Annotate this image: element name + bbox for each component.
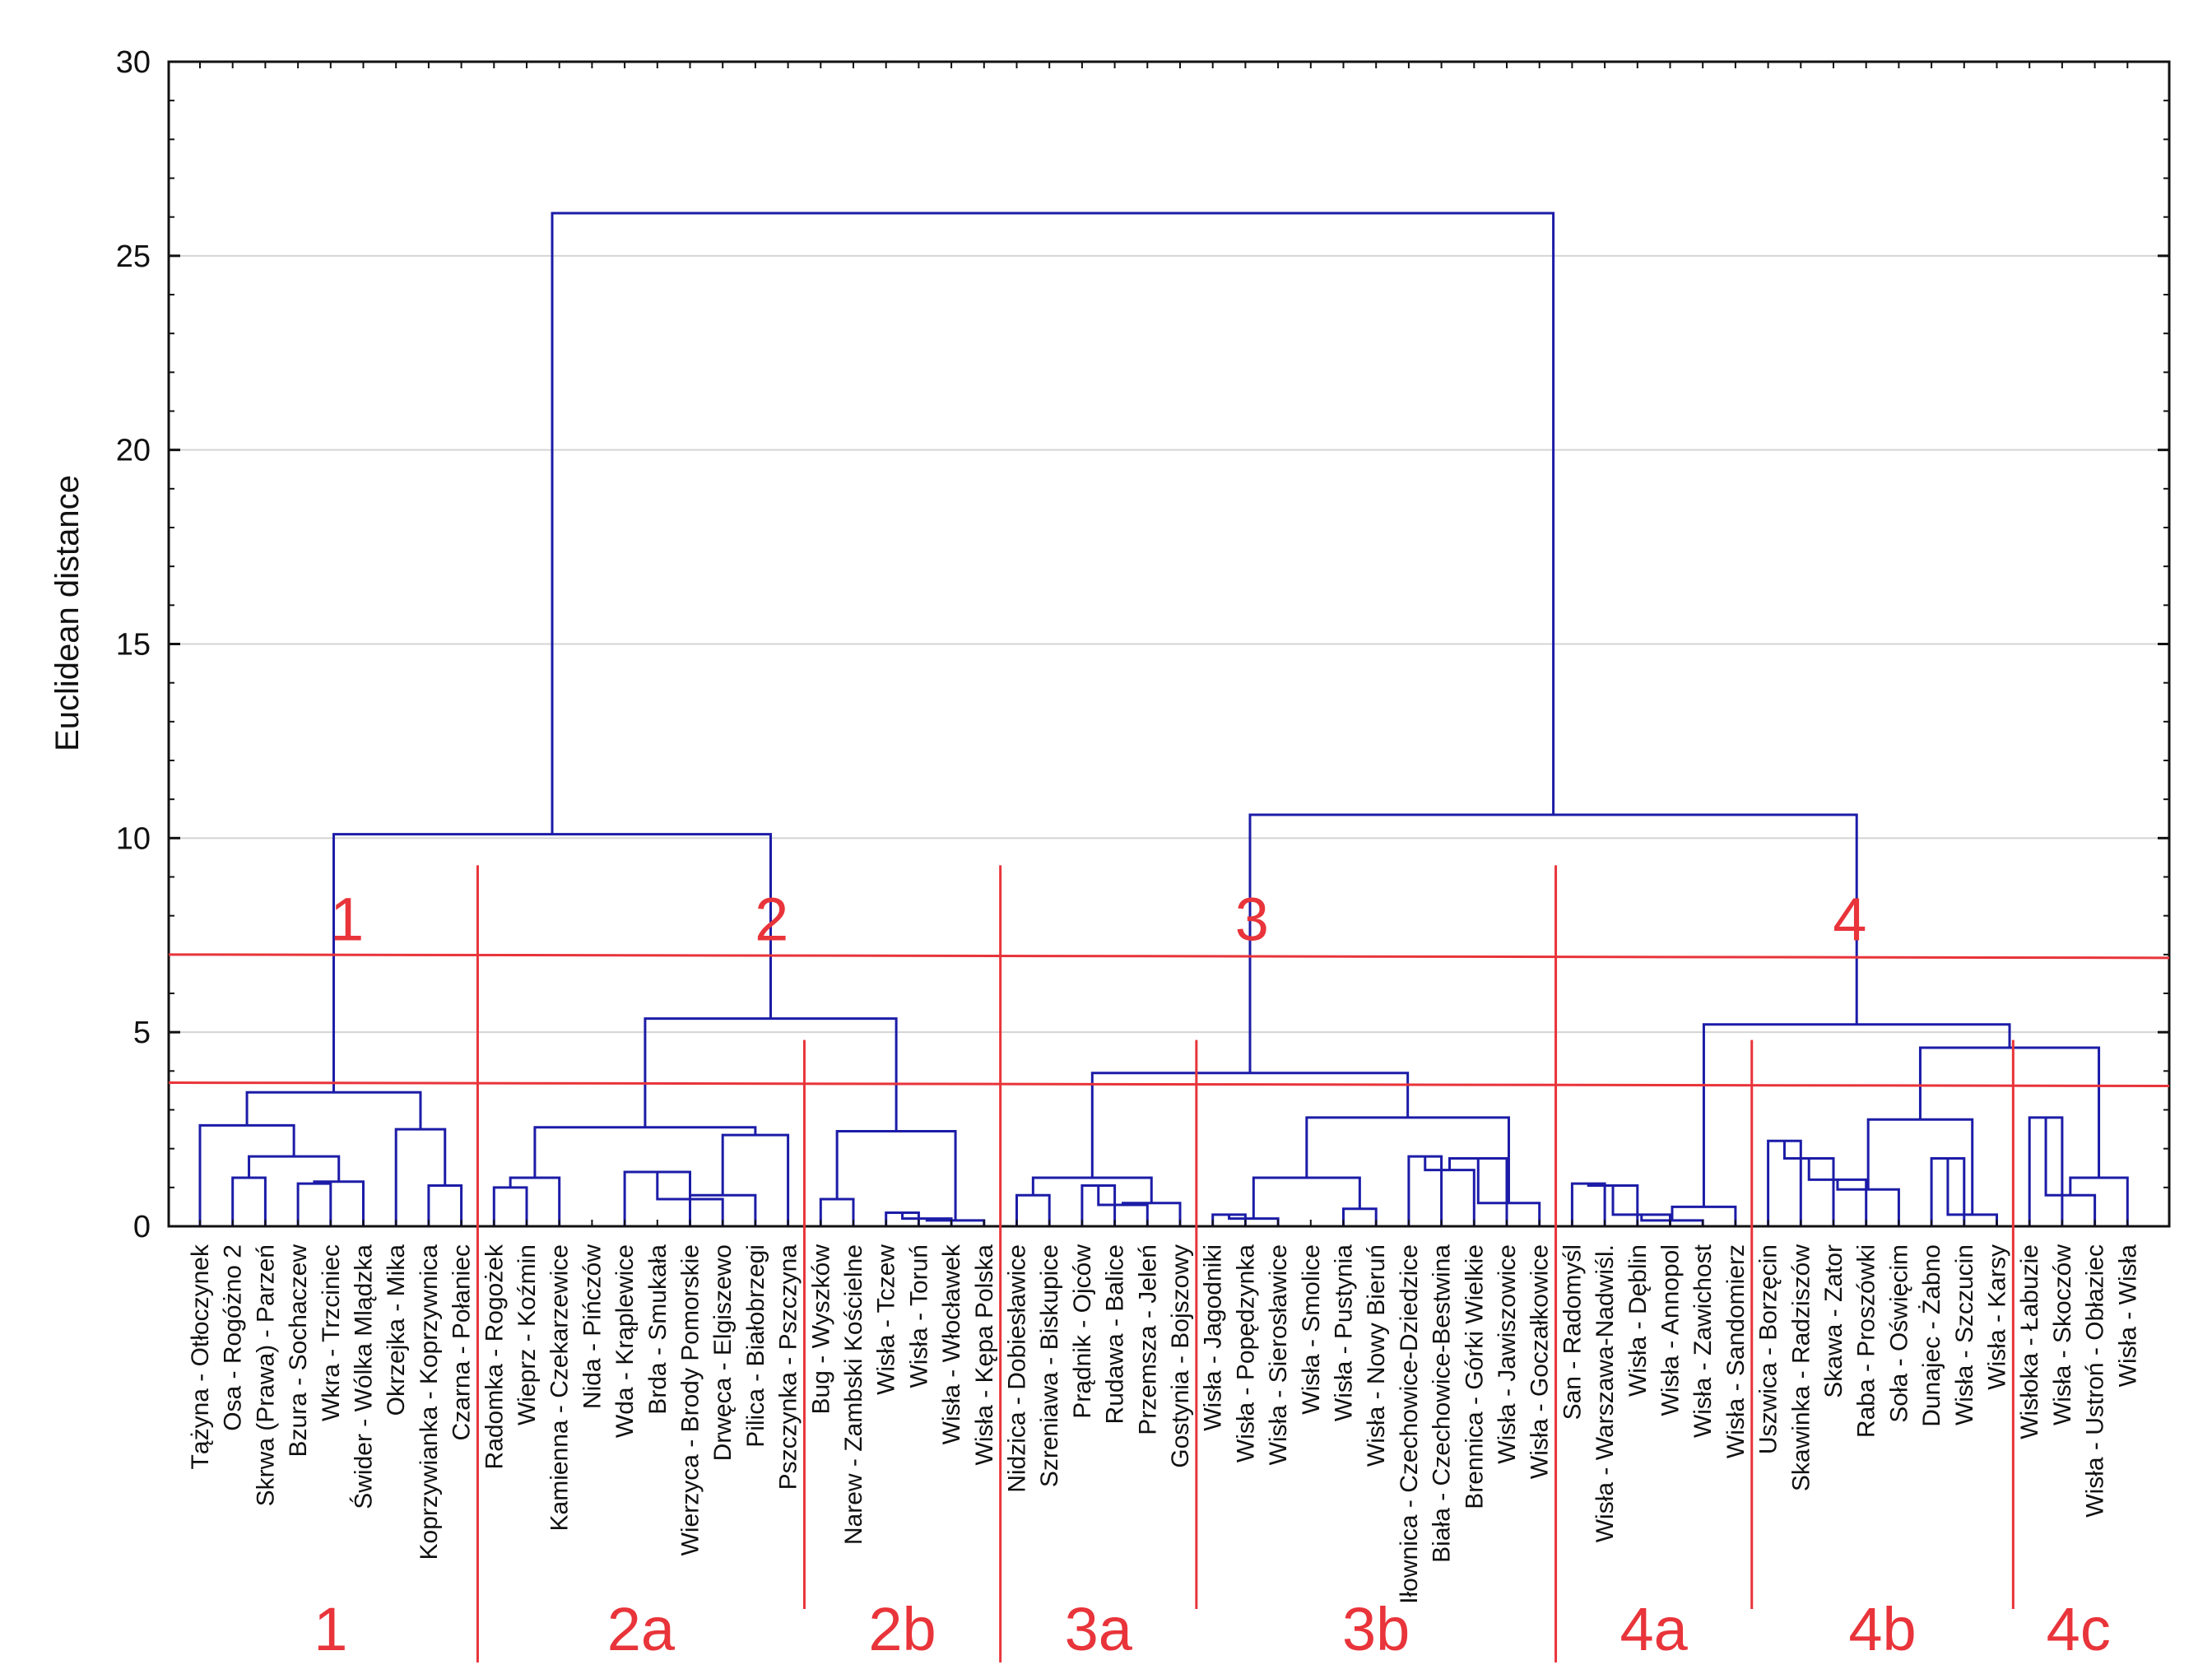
subgroup-label: 4b — [1848, 1595, 1916, 1663]
cluster-overlays: 1 2 3 4 1 2a 2b 3a 3b 4a 4b 4c — [168, 865, 2170, 1663]
leaf-label: Osa - Rogóżno 2 — [220, 1244, 247, 1431]
leaf-label: Przemsza - Jeleń — [1134, 1244, 1161, 1435]
leaf-label: Wisła - Sierosławice — [1265, 1244, 1292, 1465]
leaf-label: Wisła - Wisła — [2114, 1244, 2141, 1388]
leaf-label: Radomka - Rogożek — [481, 1244, 508, 1469]
grid-lines — [169, 254, 2169, 1034]
y-tick-label: 25 — [116, 239, 151, 274]
leaf-label: Nida - Pińczów — [579, 1244, 606, 1409]
y-axis-title: Euclidean distance — [49, 475, 86, 751]
cluster-label: 4 — [1833, 886, 1866, 954]
leaf-label: Bzura - Sochaczew — [285, 1244, 312, 1458]
leaf-label: Wisła - Włocławek — [938, 1244, 965, 1444]
leaf-label: Bug - Wyszków — [807, 1244, 834, 1415]
dendrogram-link — [551, 212, 1555, 835]
dendrogram-link — [656, 1171, 724, 1226]
leaf-label: Szreniawa - Biskupice — [1036, 1244, 1063, 1487]
dendrogram-tree — [198, 212, 2129, 1226]
leaf-label: Wda - Krąplewice — [611, 1244, 639, 1438]
leaf-label: Wisła - Goczałkowice — [1527, 1244, 1554, 1479]
leaf-label: Wisła - Dęblin — [1624, 1244, 1652, 1397]
leaf-label: San - Radomyśl — [1559, 1244, 1586, 1420]
y-axis-ticks: 0 5 10 15 20 25 30 — [116, 45, 2169, 1244]
subgroup-label: 2b — [868, 1595, 936, 1663]
leaf-label: Brennica - Górki Wielkie — [1461, 1244, 1488, 1509]
leaf-label: Dunajec - Żabno — [1918, 1244, 1945, 1427]
leaf-label: Koprzywianka - Koprzywnica — [416, 1244, 443, 1560]
y-tick-label: 30 — [116, 45, 151, 80]
y-tick-label: 20 — [116, 434, 151, 468]
leaf-label: Wisła - Ustroń - Obłaziec — [2082, 1244, 2109, 1518]
leaf-label: Skrwa (Prawa) - Parzeń — [252, 1244, 279, 1506]
leaf-label: Soła - Oświęcim — [1885, 1244, 1912, 1423]
leaf-label: Wkra - Trzciniec — [318, 1244, 345, 1421]
leaf-label: Wisła - Zawichost — [1689, 1244, 1717, 1438]
leaf-label: Wisła - Kępa Polska — [971, 1244, 998, 1466]
leaf-label: Brda - Smukała — [644, 1244, 672, 1415]
leaf-label: Świder - Wólka Mlądzka — [350, 1244, 378, 1509]
leaf-label: Skawa - Zator — [1820, 1244, 1847, 1398]
leaf-labels: Tążyna - Otłoczynek Osa - Rogóżno 2 Skrwa … — [187, 1244, 2141, 1604]
leaf-label: Okrzejka - Mika — [383, 1244, 410, 1416]
subgroup-label: 4a — [1620, 1595, 1688, 1663]
leaf-label: Wisła - Szczucin — [1951, 1244, 1978, 1425]
leaf-label: Pilica - Białobrzegi — [742, 1244, 769, 1448]
subgroup-label: 4c — [2047, 1595, 2111, 1663]
leaf-label: Wisła - Tczew — [873, 1244, 900, 1395]
leaf-label: Tążyna - Otłoczynek — [187, 1244, 214, 1469]
y-tick-label: 0 — [133, 1210, 151, 1244]
leaf-label: Skawinka - Radziszów — [1787, 1244, 1815, 1491]
leaf-label: Wisła - Nowy Bieruń — [1363, 1244, 1390, 1467]
leaf-label: Wisła - Annopol — [1657, 1244, 1685, 1416]
leaf-label: Nidzica - Dobiesławice — [1004, 1244, 1031, 1493]
leaf-label: Raba - Proszówki — [1853, 1244, 1880, 1438]
leaf-label: Iłownica - Czechowice-Dziedzice — [1396, 1244, 1423, 1604]
leaf-label: Rudawa - Balice — [1102, 1244, 1129, 1424]
leaf-label: Gostynia - Bojszowy — [1167, 1244, 1194, 1468]
leaf-label: Wisła - Karsy — [1984, 1244, 2011, 1390]
leaf-label: Wisła - Smolice — [1298, 1244, 1325, 1415]
subgroup-label: 2a — [607, 1595, 676, 1663]
leaf-label: Drwęca - Elgiszewo — [709, 1244, 737, 1461]
leaf-label: Prądnik - Ojców — [1069, 1244, 1096, 1419]
subgroup-label: 3a — [1065, 1595, 1133, 1663]
leaf-label: Biała - Czechowice-Bestwina — [1429, 1244, 1456, 1563]
cluster-label: 3 — [1235, 886, 1269, 954]
leaf-label: Wisła - Jagodniki — [1200, 1244, 1227, 1431]
leaf-label: Narew - Zambski Kościelne — [840, 1244, 867, 1545]
cluster-label: 2 — [755, 886, 788, 954]
leaf-label: Wisłoka - Łabuzie — [2016, 1244, 2043, 1439]
y-tick-label: 5 — [133, 1016, 151, 1050]
leaf-label: Wisła - Warszawa-Nadwiśl. — [1592, 1244, 1619, 1542]
leaf-label: Wisła - Skoczów — [2049, 1244, 2076, 1425]
subgroup-label: 1 — [314, 1595, 347, 1663]
y-tick-label: 15 — [116, 628, 151, 663]
leaf-label: Wierzyca - Brody Pomorskie — [677, 1244, 704, 1555]
leaf-label: Wisła - Sandomierz — [1722, 1244, 1750, 1458]
threshold-line — [168, 953, 2170, 960]
leaf-label: Wisła - Popędzynka — [1232, 1244, 1259, 1462]
leaf-label: Wisła - Pustynia — [1331, 1244, 1358, 1421]
leaf-label: Czarna - Połaniec — [448, 1244, 476, 1440]
threshold-line — [168, 1081, 2170, 1087]
y-tick-label: 10 — [116, 821, 151, 856]
subgroup-label: 3b — [1342, 1595, 1410, 1663]
leaf-label: Wisła - Toruń — [905, 1244, 932, 1388]
cluster-label: 1 — [330, 886, 364, 954]
leaf-label: Uszwica - Borzęcin — [1755, 1244, 1782, 1454]
leaf-label: Wisła - Jawiszowice — [1494, 1244, 1521, 1464]
leaf-label: Kamienna - Czekarzewice — [546, 1244, 574, 1531]
leaf-label: Wieprz - Koźmin — [514, 1244, 541, 1425]
leaf-label: Pszczynka - Pszczyna — [775, 1244, 802, 1490]
